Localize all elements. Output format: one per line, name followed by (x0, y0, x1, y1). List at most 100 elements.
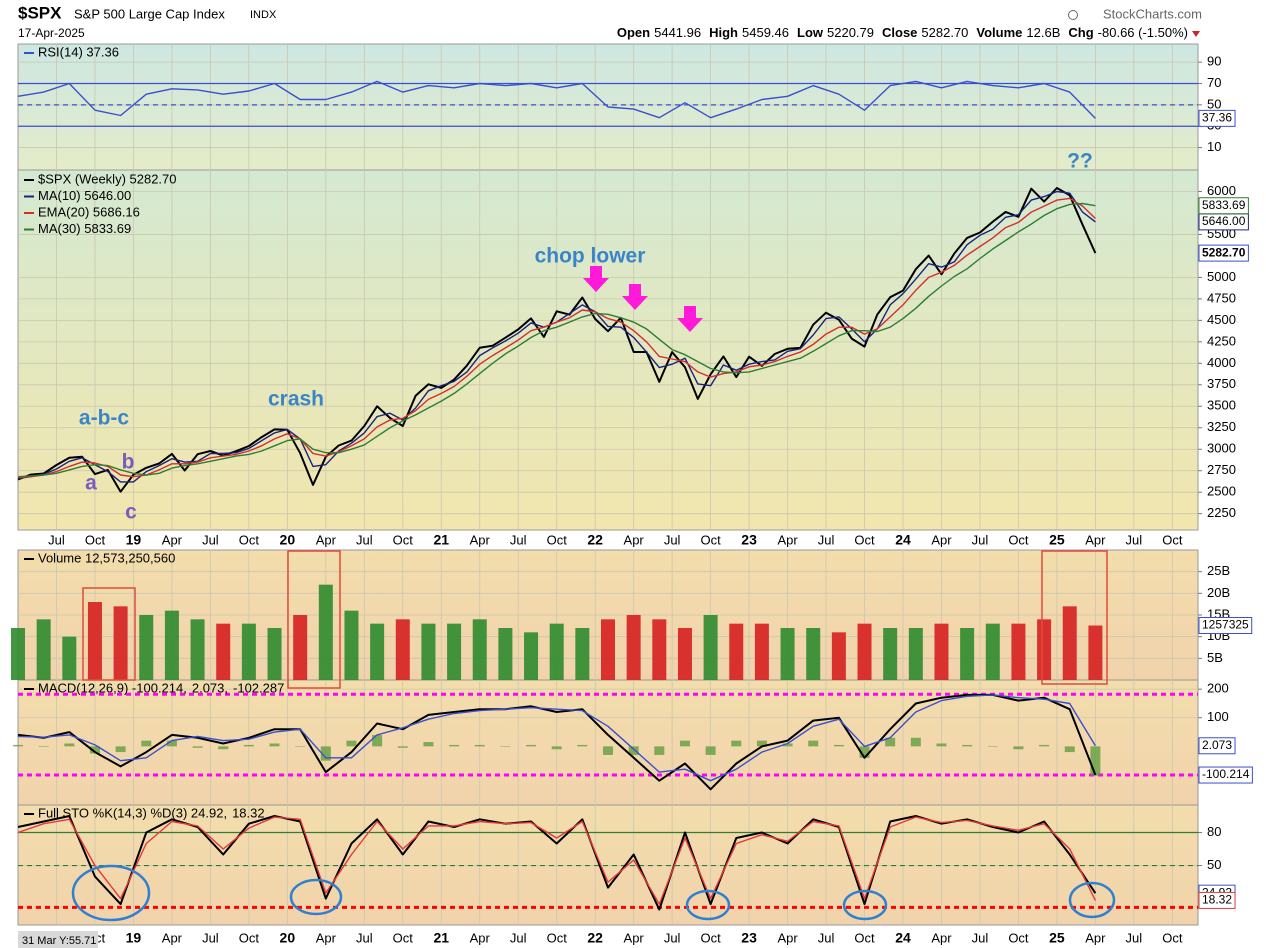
y-tick-label: 10 (1207, 139, 1221, 154)
x-tick-label: 20 (280, 930, 296, 946)
bar (295, 746, 306, 747)
y-tick-label: 90 (1207, 54, 1221, 69)
bar (500, 746, 511, 747)
bar (1088, 625, 1103, 680)
y-tick-label: 3250 (1207, 419, 1236, 434)
quote-value: 5282.70 (921, 25, 968, 40)
bar (780, 628, 795, 680)
y-tick-label: 3000 (1207, 441, 1236, 456)
legend-label: EMA(20) 5686.16 (38, 204, 140, 219)
x-tick-label: 19 (126, 532, 142, 548)
series-line (17, 80, 1096, 119)
y-tick-label: 4500 (1207, 312, 1236, 327)
x-tick-label: Jul (356, 532, 373, 547)
bar (577, 744, 588, 747)
bar (731, 740, 742, 747)
bar (164, 610, 179, 680)
x-tick-label: Oct (85, 532, 106, 547)
circle (842, 889, 888, 921)
x-tick-label: Apr (624, 930, 645, 945)
x-tick-label: Jul (972, 532, 989, 547)
x-tick-label: Oct (854, 930, 875, 945)
x-tick-label: Apr (624, 532, 645, 547)
series-line (17, 693, 1097, 791)
cursor-label: 31 Mar Y:55.71 (22, 935, 96, 947)
legend-label: Full STO %K(14,3) %D(3) 24.92, (38, 805, 227, 820)
x-tick-label: Apr (316, 532, 337, 547)
x-tick-label: Apr (1085, 930, 1106, 945)
value-tag: 5646.00 (1202, 214, 1246, 228)
x-tick-label: 22 (587, 532, 603, 548)
bar (115, 746, 126, 753)
bar (243, 744, 254, 747)
bar (370, 623, 385, 680)
y-tick-label: 50 (1207, 857, 1221, 872)
value-tag: 5282.70 (1202, 245, 1246, 259)
bar (526, 744, 537, 747)
x-tick-label: 21 (433, 930, 449, 946)
x-tick-label: Oct (700, 532, 721, 547)
circle (1068, 881, 1116, 919)
x-tick-label: Oct (547, 930, 568, 945)
bar (13, 744, 23, 747)
bar (89, 746, 100, 754)
bar (423, 742, 434, 747)
bar (756, 740, 767, 747)
bar (218, 746, 229, 750)
x-tick-label: Apr (931, 532, 952, 547)
value-tag: 37.36 (1202, 111, 1232, 125)
y-tick-label: 50 (1207, 96, 1221, 111)
x-tick-label: 20 (280, 532, 296, 548)
bar (628, 746, 639, 755)
value-tag: 1257325 (1202, 618, 1249, 632)
x-tick-label: Oct (239, 930, 260, 945)
bar (346, 740, 357, 747)
bar (192, 746, 203, 748)
bar (62, 636, 77, 680)
down-arrow (1192, 31, 1200, 37)
bar (447, 623, 462, 680)
y-tick-label: 4000 (1207, 355, 1236, 370)
bar (677, 628, 692, 680)
quote-label: Volume (976, 25, 1022, 40)
bar (166, 740, 177, 747)
x-tick-label: 23 (741, 532, 757, 548)
x-tick-label: Apr (777, 930, 798, 945)
x-tick-label: 24 (895, 532, 911, 548)
x-tick-label: Oct (393, 930, 414, 945)
value-tag-box (1198, 891, 1236, 909)
bar (652, 619, 667, 680)
bar (705, 746, 716, 755)
x-tick-label: Jul (818, 532, 835, 547)
bar (549, 623, 564, 680)
bar (269, 743, 280, 747)
index-name: S&P 500 Large Cap Index (74, 6, 225, 21)
x-tick-label: Jul (202, 930, 219, 945)
bar (320, 746, 331, 761)
bar (601, 619, 615, 680)
bar (139, 615, 154, 680)
cursor-box (18, 931, 98, 948)
x-tick-label: 19 (126, 930, 142, 946)
circle (71, 864, 151, 922)
bar (498, 628, 513, 680)
bar (1011, 623, 1026, 680)
x-tick-label: Oct (393, 532, 414, 547)
bar (782, 743, 793, 747)
x-tick-label: Apr (470, 532, 491, 547)
legend-label: MACD(12,26,9) -100.214, (38, 680, 187, 695)
y-tick-label: 6000 (1207, 183, 1236, 198)
bar (64, 743, 75, 747)
legend-label: 18.32 (232, 805, 265, 820)
bar (654, 746, 665, 755)
highlight-box (1041, 550, 1108, 685)
x-tick-label: 25 (1049, 930, 1065, 946)
annotation: ?? (1067, 150, 1093, 173)
y-tick-label: 4750 (1207, 290, 1236, 305)
y-tick-label: 5000 (1207, 269, 1236, 284)
highlight-box (287, 550, 341, 689)
series-line (17, 815, 1097, 911)
bar (885, 737, 896, 747)
